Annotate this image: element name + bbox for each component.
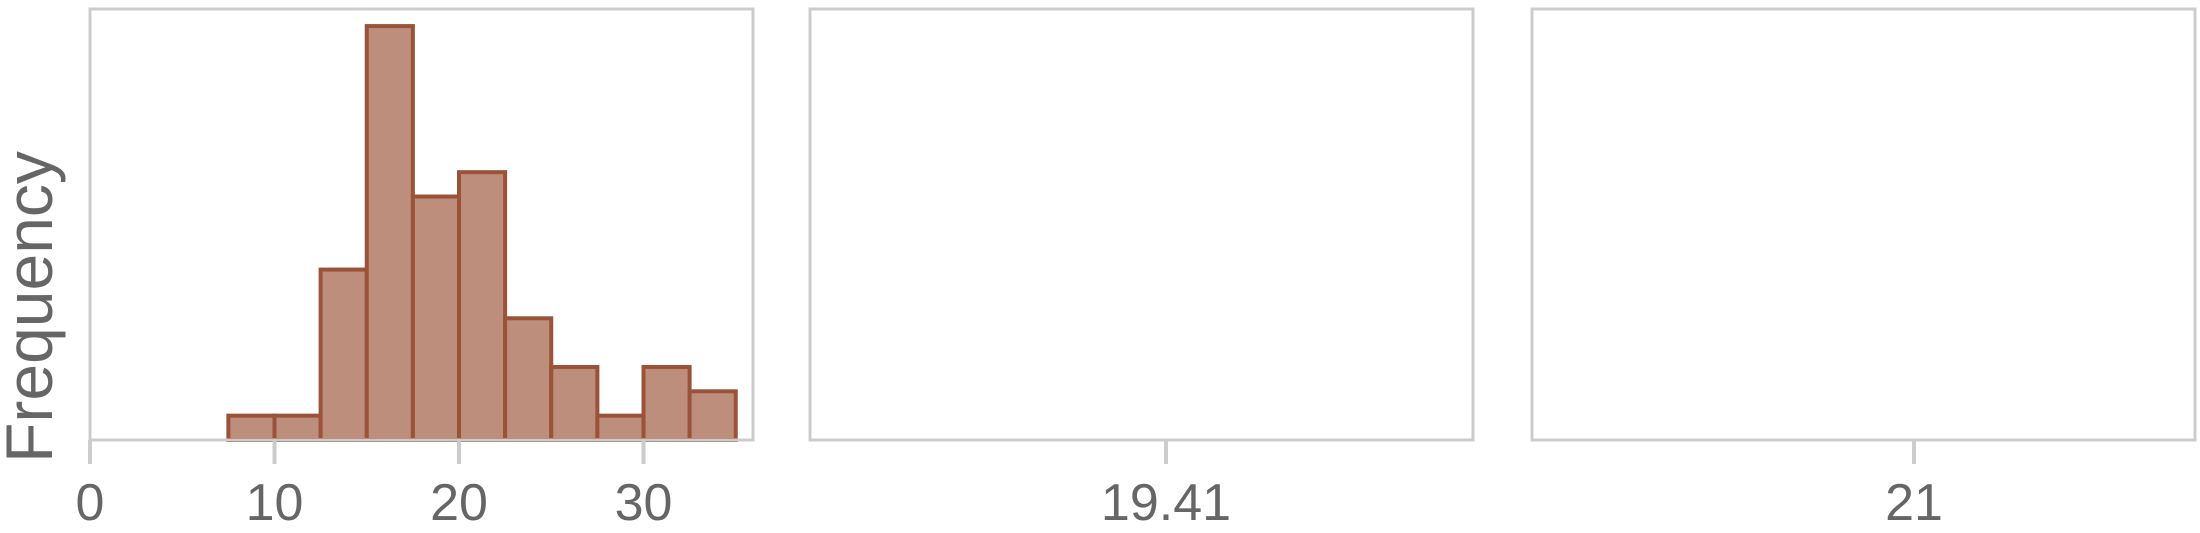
histogram-bar — [272, 413, 323, 442]
y-axis-label: Frequency — [0, 151, 66, 463]
histogram-x-tick-label: 30 — [615, 474, 673, 532]
histogram-bar — [641, 364, 692, 442]
median-panel: 21 — [1530, 7, 2197, 532]
histogram-x-tick-label: 20 — [430, 474, 488, 532]
histogram-x-tick-label: 0 — [76, 474, 105, 532]
mean-tick-label: 19.41 — [1101, 474, 1231, 532]
histogram-x-tick-label: 10 — [246, 474, 304, 532]
histogram-bar — [226, 413, 277, 442]
histogram-x-ticks: 0 10 20 30 — [76, 440, 673, 532]
mean-panel-frame — [808, 7, 1475, 442]
mean-panel: 19.41 — [808, 7, 1475, 532]
histogram-bar — [364, 24, 415, 443]
histogram-bar — [503, 316, 554, 442]
histogram-bar — [687, 389, 738, 443]
median-tick-label: 21 — [1885, 474, 1943, 532]
histogram-bar — [595, 413, 646, 442]
histogram-panel: 0 10 20 30 — [76, 7, 755, 532]
histogram-bars — [226, 24, 738, 443]
histogram-bar — [457, 170, 508, 442]
median-panel-frame — [1530, 7, 2197, 442]
histogram-bar — [410, 194, 461, 442]
histogram-bar — [549, 364, 600, 442]
histogram-bar — [318, 267, 369, 442]
